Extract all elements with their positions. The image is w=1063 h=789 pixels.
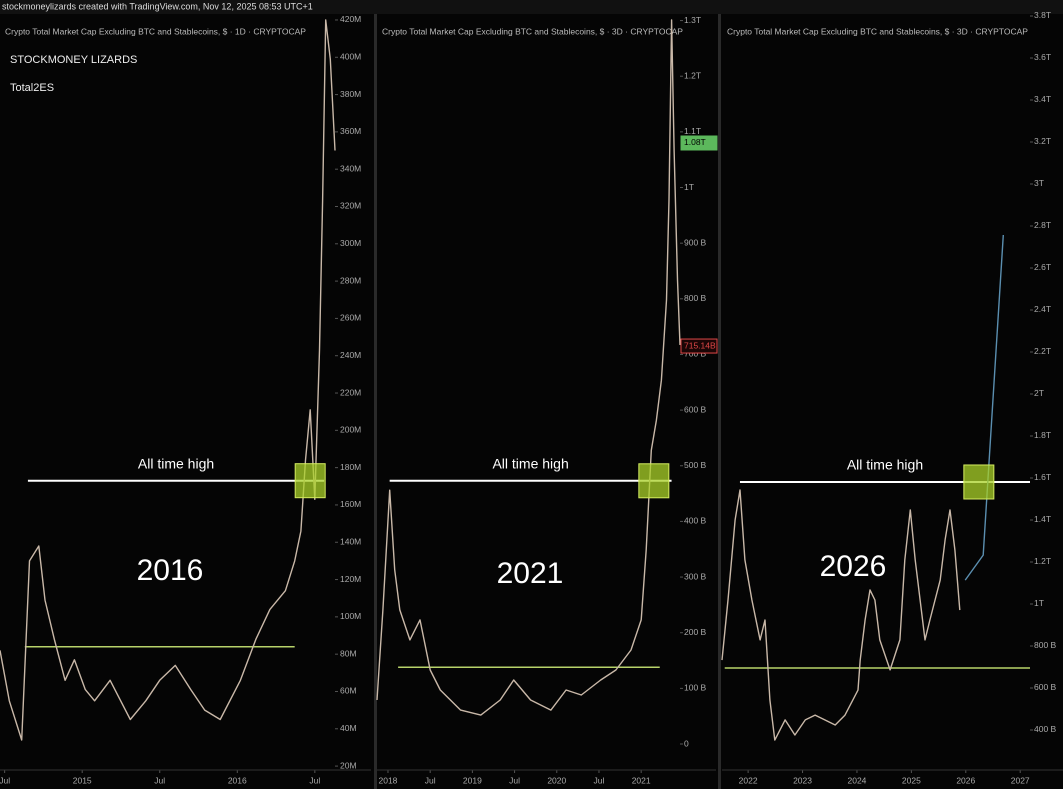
panel-separator xyxy=(374,14,377,789)
panel-separator xyxy=(718,14,721,789)
y-tick-label: 1T xyxy=(684,182,694,192)
y-tick-label: 1.8T xyxy=(1034,430,1051,440)
y-tick-label: 1.3T xyxy=(684,15,701,25)
y-tick-label: 260M xyxy=(340,313,361,323)
y-tick-label: 3.8T xyxy=(1034,10,1051,20)
y-tick-label: 1.4T xyxy=(1034,514,1051,524)
price-label: 715.14B xyxy=(684,340,716,350)
panel-title: Crypto Total Market Cap Excluding BTC an… xyxy=(5,26,306,36)
y-tick-label: 240M xyxy=(340,350,361,360)
y-tick-label: 1.6T xyxy=(1034,472,1051,482)
y-tick-label: 1.1T xyxy=(684,126,701,136)
price-line xyxy=(964,234,1004,581)
highlight-box xyxy=(638,463,670,499)
y-tick-label: 2.8T xyxy=(1034,220,1051,230)
price-label-box xyxy=(680,135,718,151)
x-tick-label: Jul xyxy=(509,775,520,785)
annotation: All time high xyxy=(492,455,568,471)
year-annotation: 2021 xyxy=(497,557,564,590)
y-tick-label: 1T xyxy=(1034,598,1044,608)
y-tick-label: 300 B xyxy=(684,571,707,581)
x-tick-label: Jul xyxy=(425,775,436,785)
y-tick-label: 2T xyxy=(1034,388,1044,398)
price-label: 1.08T xyxy=(684,137,706,147)
x-tick-label: 2022 xyxy=(739,775,758,785)
y-tick-label: 120M xyxy=(340,574,361,584)
x-tick-label: 2015 xyxy=(73,775,92,785)
y-tick-label: 700 B xyxy=(684,349,707,359)
year-annotation: 2016 xyxy=(137,554,204,587)
y-tick-label: 20M xyxy=(340,760,357,770)
x-tick-label: Jul xyxy=(154,775,165,785)
y-tick-label: 1.2T xyxy=(684,70,701,80)
y-tick-label: 3.2T xyxy=(1034,136,1051,146)
y-tick-label: 80M xyxy=(340,648,357,658)
year-annotation: 2026 xyxy=(820,550,887,583)
y-tick-label: 360M xyxy=(340,126,361,136)
y-tick-label: 2.6T xyxy=(1034,262,1051,272)
y-tick-label: 200M xyxy=(340,425,361,435)
y-tick-label: 0 xyxy=(684,738,689,748)
y-tick-label: 100 B xyxy=(684,683,707,693)
y-tick-label: 400M xyxy=(340,52,361,62)
y-tick-label: 600 B xyxy=(684,404,707,414)
x-tick-label: 2024 xyxy=(847,775,866,785)
y-tick-label: 340M xyxy=(340,163,361,173)
x-tick-label: Jul xyxy=(594,775,605,785)
x-tick-label: 2027 xyxy=(1011,775,1030,785)
highlight-box xyxy=(963,464,995,500)
header-bar xyxy=(0,0,1063,14)
panel-label: STOCKMONEY LIZARDS xyxy=(10,54,137,66)
x-tick-label: 2018 xyxy=(379,775,398,785)
y-tick-label: 220M xyxy=(340,387,361,397)
y-tick-label: 140M xyxy=(340,536,361,546)
y-tick-label: 800 B xyxy=(1034,640,1057,650)
y-tick-label: 800 B xyxy=(684,293,707,303)
panel-title: Crypto Total Market Cap Excluding BTC an… xyxy=(382,26,683,36)
y-tick-label: 600 B xyxy=(1034,682,1057,692)
y-tick-label: 280M xyxy=(340,275,361,285)
y-tick-label: 3.6T xyxy=(1034,52,1051,62)
y-tick-label: 3T xyxy=(1034,178,1044,188)
y-tick-label: 320M xyxy=(340,201,361,211)
y-tick-label: 380M xyxy=(340,89,361,99)
x-tick-label: 2025 xyxy=(902,775,921,785)
x-tick-label: 2020 xyxy=(547,775,566,785)
y-tick-label: 160M xyxy=(340,499,361,509)
annotation: All time high xyxy=(847,457,923,473)
y-tick-label: 300M xyxy=(340,238,361,248)
header: stockmoneylizards created with TradingVi… xyxy=(2,1,313,11)
x-tick-label: Jul xyxy=(0,775,10,785)
x-tick-label: Jul xyxy=(309,775,320,785)
y-tick-label: 420M xyxy=(340,14,361,24)
x-tick-label: 2021 xyxy=(632,775,651,785)
x-tick-label: 2016 xyxy=(228,775,247,785)
y-tick-label: 60M xyxy=(340,686,357,696)
x-tick-label: 2019 xyxy=(463,775,482,785)
y-tick-label: 40M xyxy=(340,723,357,733)
price-line xyxy=(721,489,961,741)
y-tick-label: 1.2T xyxy=(1034,556,1051,566)
x-tick-label: 2023 xyxy=(793,775,812,785)
y-tick-label: 100M xyxy=(340,611,361,621)
price-line xyxy=(376,19,681,716)
annotation: All time high xyxy=(138,455,214,471)
y-tick-label: 400 B xyxy=(684,516,707,526)
y-tick-label: 200 B xyxy=(684,627,707,637)
y-tick-label: 2.4T xyxy=(1034,304,1051,314)
y-tick-label: 2.2T xyxy=(1034,346,1051,356)
y-tick-label: 3.4T xyxy=(1034,94,1051,104)
panel-label: Total2ES xyxy=(10,82,54,94)
x-tick-label: 2026 xyxy=(956,775,975,785)
y-tick-label: 180M xyxy=(340,462,361,472)
highlight-box xyxy=(294,463,326,499)
y-tick-label: 400 B xyxy=(1034,724,1057,734)
price-label-box xyxy=(680,338,718,354)
y-tick-label: 900 B xyxy=(684,237,707,247)
panel-title: Crypto Total Market Cap Excluding BTC an… xyxy=(727,26,1028,36)
y-tick-label: 500 B xyxy=(684,460,707,470)
